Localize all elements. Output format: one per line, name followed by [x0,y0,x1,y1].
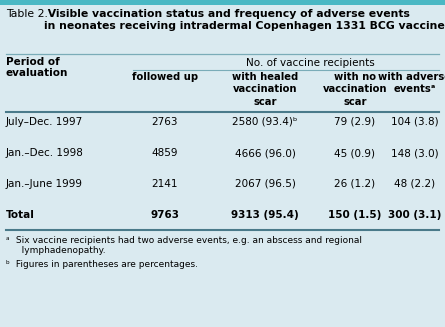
Text: 4666 (96.0): 4666 (96.0) [235,148,295,158]
Text: Six vaccine recipients had two adverse events, e.g. an abscess and regional
   l: Six vaccine recipients had two adverse e… [13,236,362,255]
Bar [0,0,445,5]
Text: 2067 (96.5): 2067 (96.5) [235,179,295,189]
Text: evaluation: evaluation [6,68,69,78]
Text: 2580 (93.4)ᵇ: 2580 (93.4)ᵇ [232,117,298,127]
Text: followed up: followed up [132,72,198,82]
Text: Jan.–June 1999: Jan.–June 1999 [6,179,83,189]
Text: 48 (2.2): 48 (2.2) [394,179,436,189]
Text: with no
vaccination
scar: with no vaccination scar [323,72,387,107]
Text: ᵃ: ᵃ [6,236,10,245]
Text: No. of vaccine recipients: No. of vaccine recipients [246,58,374,68]
Text: 9763: 9763 [150,210,179,220]
Text: Table 2.: Table 2. [6,9,48,19]
Text: Jan.–Dec. 1998: Jan.–Dec. 1998 [6,148,84,158]
Text: 104 (3.8): 104 (3.8) [391,117,439,127]
Text: Total: Total [6,210,35,220]
Text: 79 (2.9): 79 (2.9) [335,117,376,127]
Text: Visible vaccination status and frequency of adverse events
in neonates receiving: Visible vaccination status and frequency… [44,9,445,31]
Text: Figures in parentheses are percentages.: Figures in parentheses are percentages. [13,260,198,269]
Text: 26 (1.2): 26 (1.2) [335,179,376,189]
Text: with healed
vaccination
scar: with healed vaccination scar [232,72,298,107]
Text: 9313 (95.4): 9313 (95.4) [231,210,299,220]
Text: 150 (1.5): 150 (1.5) [328,210,382,220]
Text: July–Dec. 1997: July–Dec. 1997 [6,117,83,127]
Text: Period of: Period of [6,57,60,67]
Text: with adverse
eventsᵃ: with adverse eventsᵃ [379,72,445,95]
Text: 2763: 2763 [152,117,178,127]
Text: 45 (0.9): 45 (0.9) [335,148,376,158]
Text: 4859: 4859 [152,148,178,158]
Text: 2141: 2141 [152,179,178,189]
Text: 300 (3.1): 300 (3.1) [388,210,442,220]
Text: 148 (3.0): 148 (3.0) [391,148,439,158]
Text: ᵇ: ᵇ [6,260,10,269]
